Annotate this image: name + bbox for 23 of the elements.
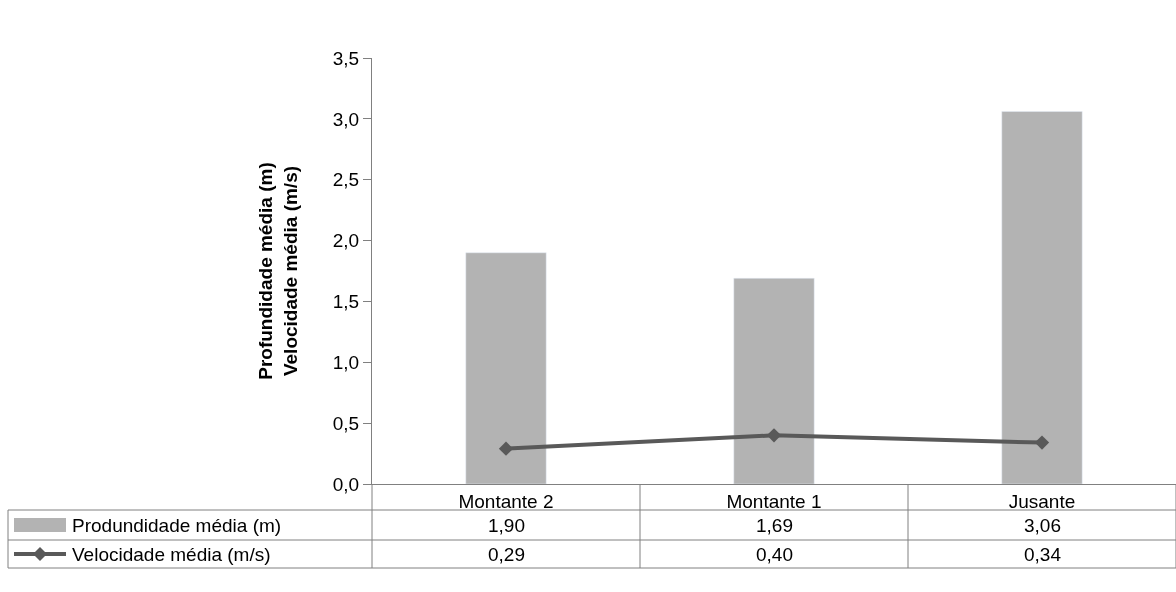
x-tick-label: Montante 1 [726, 490, 822, 512]
y-tick-label: 2,5 [332, 169, 360, 191]
legend-label: Produndidade média (m) [72, 515, 282, 536]
y-tick-label: 0,5 [332, 412, 360, 434]
x-tick-label: Montante 2 [458, 490, 554, 512]
y-tick-label: 1,5 [332, 291, 360, 313]
data-label: 1,90 [488, 515, 525, 536]
data-label: 1,69 [756, 515, 793, 536]
y-axis-title: Profundidade média (m) Velocidade média (m/s) [254, 162, 301, 380]
data-label: 0,40 [756, 544, 793, 565]
data-label: 0,34 [1024, 544, 1062, 565]
bar [733, 278, 815, 484]
y-tick-label: 0,0 [332, 473, 360, 495]
bar [1001, 111, 1083, 484]
data-label: 3,06 [1024, 515, 1061, 536]
y-tick-label: 2,0 [332, 230, 360, 252]
y-tick-label: 3,0 [332, 108, 360, 130]
legend-label: Velocidade média (m/s) [72, 544, 271, 565]
data-label: 0,29 [488, 544, 525, 565]
y-tick-label: 3,5 [332, 47, 360, 69]
bar [465, 252, 547, 484]
x-tick-label: Jusante [1008, 490, 1076, 512]
y-tick-label: 1,0 [332, 351, 360, 373]
